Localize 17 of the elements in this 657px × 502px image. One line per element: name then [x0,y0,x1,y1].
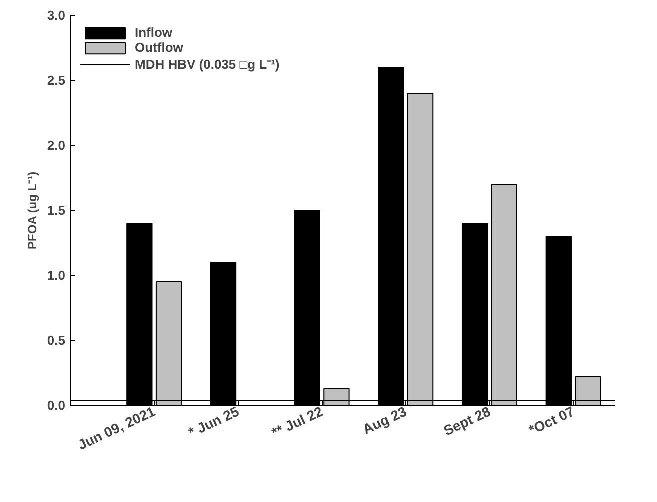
y-tick-label: 3.0 [47,8,66,23]
legend-label: Inflow [135,25,173,40]
y-tick-label: 0.0 [47,398,66,413]
y-tick-label: 1.0 [47,268,66,283]
y-tick-label: 1.5 [47,203,66,218]
x-tick-label: * Jun 25 [186,403,242,440]
x-tick-label: *Oct 07 [526,403,578,438]
y-axis-title: PFOA (ug L⁻¹) [25,172,40,250]
legend-label: Outflow [135,40,184,55]
y-tick-label: 2.5 [47,73,66,88]
y-tick-label: 2.0 [47,138,66,153]
x-tick-label: Aug 23 [360,403,410,438]
x-tick-label: Sept 28 [441,403,494,439]
legend-label: MDH HBV (0.035 □g L⁻¹) [135,56,280,73]
y-tick-label: 0.5 [47,333,66,348]
x-tick-label: Jun 09, 2021 [75,403,158,453]
x-tick-label: ** Jul 22 [269,403,326,441]
